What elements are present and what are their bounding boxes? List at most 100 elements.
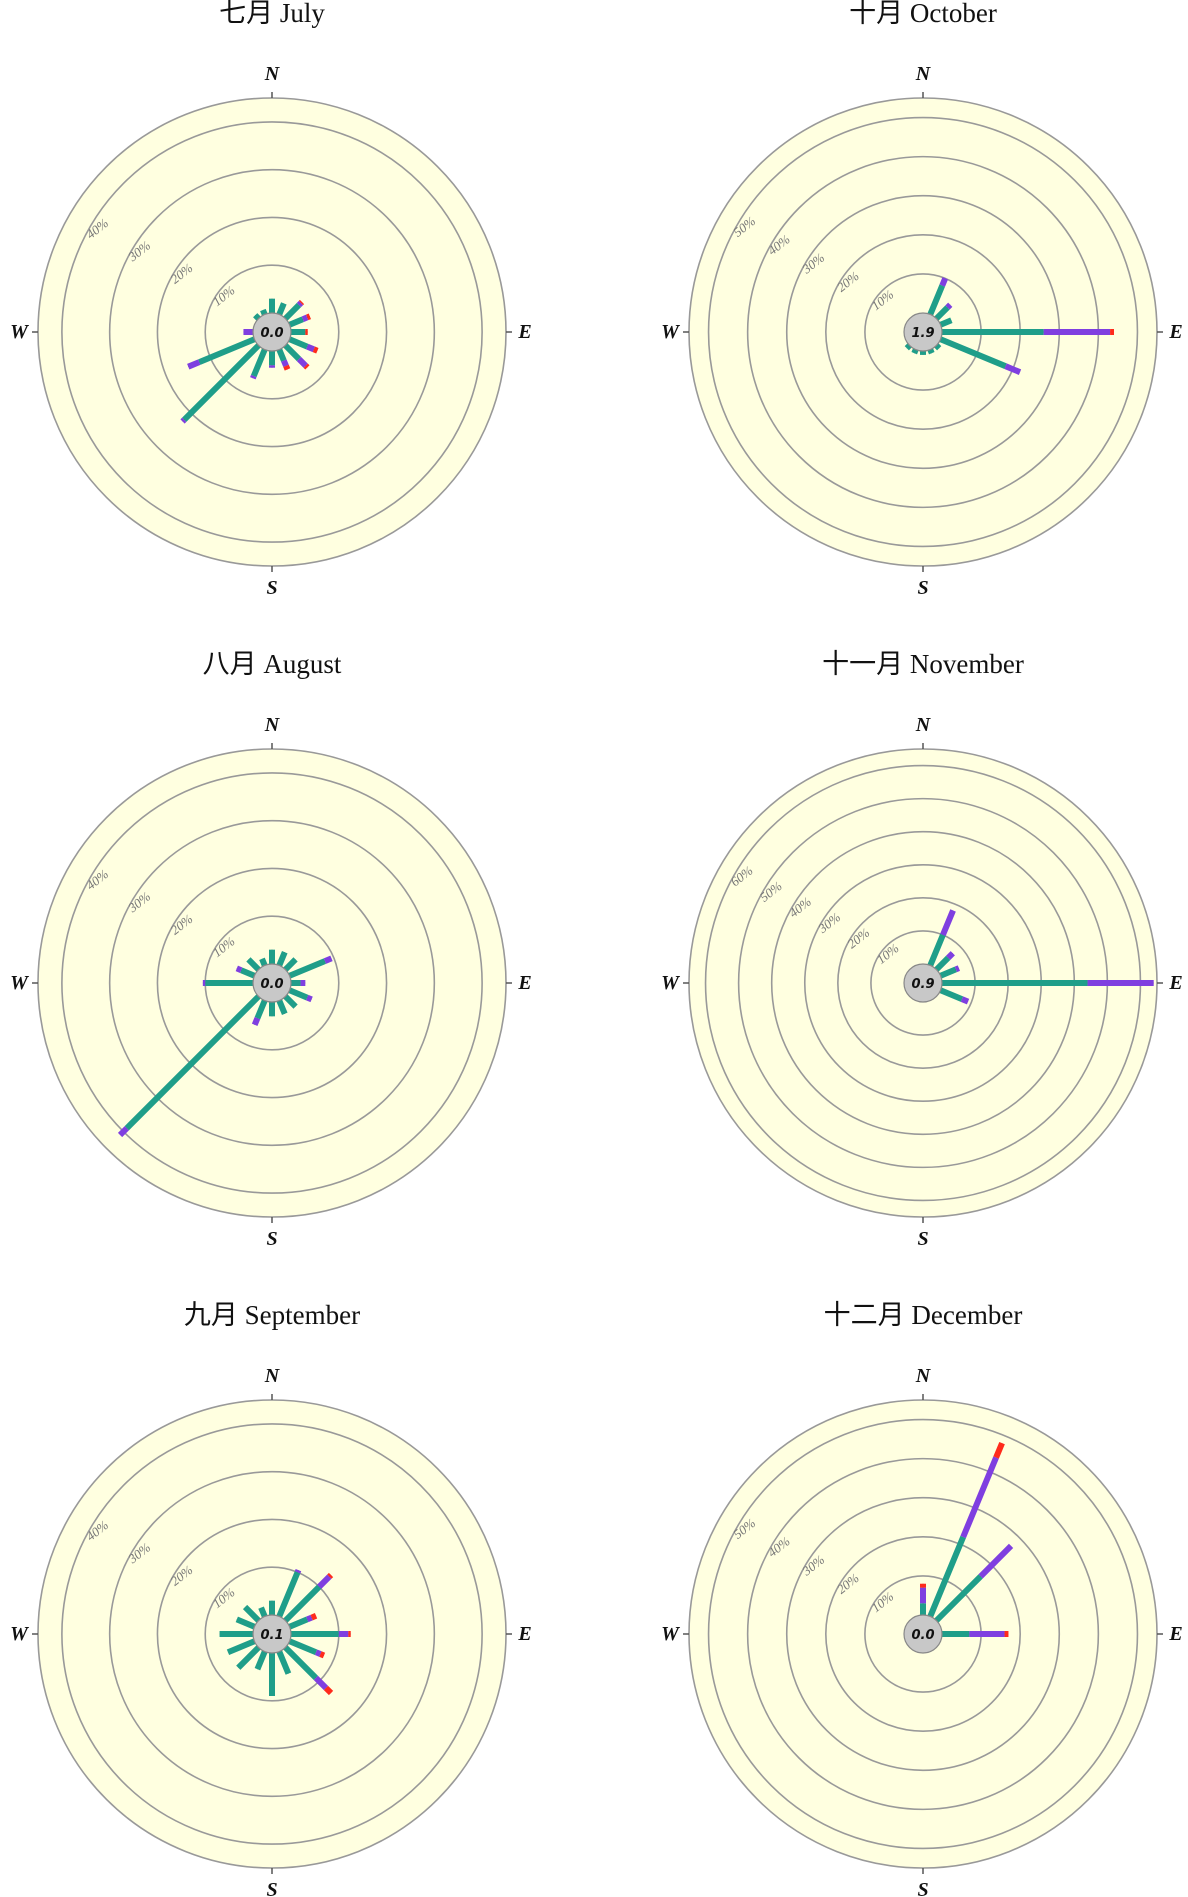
- bar-segment-1: [978, 1543, 1014, 1579]
- ring-4: [746, 1457, 1100, 1811]
- bar-segment-1: [251, 1017, 261, 1026]
- calm-circle: [903, 312, 943, 352]
- ring-1: [204, 264, 340, 400]
- bar-segment-2: [327, 1572, 334, 1579]
- bar-segment-2: [283, 364, 291, 371]
- bar-segment-0: [250, 348, 268, 378]
- cardinal-w: W: [661, 1623, 680, 1645]
- bar-segment-2: [323, 1685, 334, 1696]
- cardinal-e: E: [1168, 321, 1182, 343]
- bar-segment-0: [288, 1638, 318, 1656]
- bar-segment-0: [283, 1645, 318, 1680]
- bar-segment-1: [187, 359, 201, 370]
- bar-segment-0: [235, 1616, 256, 1630]
- bar-segment-0: [253, 313, 261, 321]
- bar-segment-1: [323, 955, 333, 964]
- cardinal-w: W: [10, 321, 29, 343]
- bar-segment-2: [298, 299, 305, 306]
- calm-value: 0.1: [260, 1628, 283, 1643]
- bar-segment-1: [281, 359, 289, 368]
- cardinal-n: N: [915, 714, 932, 736]
- bar-segment-0: [258, 1606, 268, 1618]
- bar-segment-1: [313, 1675, 329, 1691]
- bar-segment-0: [276, 1650, 292, 1675]
- ring-5: [707, 1418, 1139, 1850]
- bar-segment-1: [250, 374, 257, 380]
- cardinal-n: N: [915, 63, 932, 85]
- bar-segment-0: [124, 994, 261, 1131]
- cardinal-s: S: [917, 577, 928, 599]
- bar-segment-0: [283, 343, 302, 362]
- bar-segment-0: [288, 316, 304, 328]
- bar-segment-1: [180, 417, 187, 424]
- bar-segment-1: [235, 965, 243, 974]
- chart-title: 八月 August: [203, 649, 342, 679]
- bar-segment-0: [226, 1638, 256, 1656]
- cardinal-n: N: [264, 714, 281, 736]
- bar-segment-0: [260, 308, 268, 316]
- bar-segment-2: [312, 346, 319, 354]
- bar-segment-1: [294, 1568, 302, 1574]
- bar-segment-0: [254, 1650, 268, 1671]
- cardinal-s: S: [917, 1228, 928, 1250]
- cardinal-w: W: [10, 972, 29, 994]
- cardinal-n: N: [264, 63, 281, 85]
- ring-4: [61, 772, 483, 1194]
- bar-segment-1: [954, 965, 961, 973]
- bar-segment-1: [960, 996, 970, 1005]
- bar-segment-1: [939, 277, 949, 287]
- bar-segment-0: [246, 957, 261, 972]
- ring-4: [61, 121, 483, 543]
- calm-value: 0.9: [911, 977, 934, 992]
- bar-segment-0: [276, 302, 287, 316]
- bar-segment-1: [296, 356, 308, 368]
- bar-segment-0: [236, 1645, 261, 1670]
- bar-segment-2: [303, 363, 310, 370]
- bar-segment-0: [283, 994, 298, 1009]
- bar-segment-2: [319, 1651, 326, 1659]
- bar-segment-0: [934, 955, 951, 972]
- bar-segment-0: [911, 348, 919, 355]
- cardinal-e: E: [517, 1623, 531, 1645]
- bar-segment-0: [276, 999, 288, 1015]
- calm-value: 1.9: [911, 326, 934, 341]
- bar-segment-0: [198, 336, 256, 365]
- bar-segment-0: [288, 1616, 309, 1630]
- bar-segment-0: [276, 951, 288, 967]
- bar-segment-1: [117, 1126, 129, 1138]
- cardinal-e: E: [517, 321, 531, 343]
- bar-segment-0: [242, 1604, 261, 1623]
- bar-segment-0: [934, 305, 950, 321]
- bar-segment-0: [927, 284, 946, 316]
- calm-circle: [252, 312, 292, 352]
- calm-value: 0.0: [911, 1628, 934, 1643]
- bar-segment-1: [946, 951, 955, 960]
- ring-3: [785, 1496, 1061, 1772]
- ring-4: [61, 1423, 483, 1845]
- bar-segment-0: [934, 343, 942, 351]
- cardinal-s: S: [266, 1228, 277, 1250]
- bar-segment-1: [317, 1574, 332, 1589]
- chart-title: 十一月 November: [822, 649, 1024, 679]
- bar-segment-0: [934, 1574, 983, 1623]
- ring-3: [108, 819, 436, 1147]
- calm-circle: [252, 1614, 292, 1654]
- ring-2: [156, 216, 388, 448]
- bar-segment-1: [960, 1456, 999, 1539]
- bar-segment-1: [1004, 363, 1022, 375]
- bar-segment-0: [283, 302, 302, 321]
- bar-segment-0: [182, 343, 261, 422]
- ring-5: [707, 116, 1139, 548]
- calm-value: 0.0: [260, 977, 283, 992]
- calm-circle: [903, 1614, 943, 1654]
- bar-segment-0: [283, 1584, 322, 1623]
- cardinal-e: E: [1168, 972, 1182, 994]
- bar-segment-0: [939, 966, 957, 979]
- bar-segment-0: [276, 1571, 301, 1618]
- calm-circle: [903, 963, 943, 1003]
